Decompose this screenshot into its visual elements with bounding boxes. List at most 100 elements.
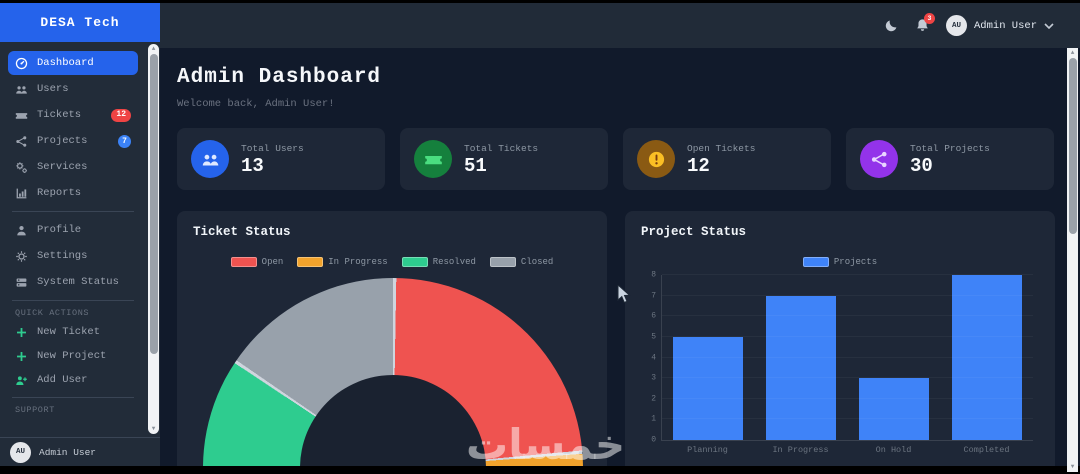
avatar: AU (945, 15, 967, 36)
chart-title: Ticket Status (193, 225, 291, 239)
legend-swatch (802, 257, 829, 267)
legend-label: In Progress (328, 257, 388, 267)
legend-item[interactable]: Closed (489, 257, 554, 267)
person-plus-icon (15, 374, 28, 387)
bar-chart-plot: 0 1 2 3 4 5 6 7 8 (651, 271, 1033, 445)
quick-action-new-ticket[interactable]: New Ticket (8, 321, 138, 343)
brand-logo[interactable]: DESA Tech (0, 3, 160, 42)
legend-label: Closed (520, 257, 554, 267)
sidebar-item-tickets[interactable]: Tickets 12 (8, 103, 138, 127)
legend-item[interactable]: Open (230, 257, 284, 267)
stat-value: 30 (910, 154, 933, 177)
stat-label: Open Tickets (687, 142, 756, 154)
sidebar-item-label: Tickets (37, 109, 82, 121)
legend-item[interactable]: In Progress (297, 257, 388, 267)
sidebar-item-label: Dashboard (37, 57, 94, 69)
plus-icon (15, 326, 28, 339)
legend-swatch (489, 257, 516, 267)
gridline (662, 418, 1033, 420)
quick-action-new-project[interactable]: New Project (8, 345, 138, 367)
x-axis-label: On Hold (875, 445, 912, 455)
sidebar-footer-user[interactable]: AU Admin User (0, 437, 160, 466)
y-axis-tick: 2 (651, 394, 656, 404)
x-axis-label: In Progress (772, 445, 829, 455)
watermark: خمسات (466, 420, 626, 469)
legend-swatch (230, 257, 257, 267)
sidebar-item-system-status[interactable]: System Status (8, 270, 138, 294)
sidebar-scrollbar[interactable]: ▲ ▼ (148, 44, 159, 434)
ticket-status-legend: Open In Progress Resolved Closed (177, 257, 607, 267)
legend-item[interactable]: Resolved (401, 257, 476, 267)
users-icon (15, 83, 28, 96)
mouse-cursor (617, 283, 633, 310)
bar-slot (848, 275, 941, 440)
gridline (662, 397, 1033, 399)
bar-slot (755, 275, 848, 440)
sidebar-item-profile[interactable]: Profile (8, 218, 138, 242)
user-menu[interactable]: AU Admin User (945, 15, 1054, 36)
gridline (662, 356, 1033, 358)
chart-title: Project Status (641, 225, 747, 239)
legend-label: Projects (833, 257, 878, 267)
gear-icon (15, 250, 28, 263)
ticket-icon (414, 140, 452, 178)
chart-bars-icon (15, 187, 28, 200)
letterbox-bottom (0, 466, 1066, 474)
y-axis-tick: 1 (651, 414, 656, 424)
y-axis-tick: 5 (651, 332, 656, 342)
share-nodes-icon (15, 135, 28, 148)
user-name: Admin User (973, 19, 1037, 32)
sidebar-item-projects[interactable]: Projects 7 (8, 129, 138, 153)
quick-action-add-user[interactable]: Add User (8, 369, 138, 391)
y-axis-tick: 8 (651, 270, 656, 280)
bar-slot (662, 275, 755, 440)
users-icon (191, 140, 229, 178)
page-scrollbar[interactable]: ▲ ▼ (1067, 48, 1078, 472)
y-axis-tick: 3 (651, 373, 656, 383)
scroll-down-arrow[interactable]: ▼ (1070, 463, 1075, 470)
dark-mode-toggle[interactable] (884, 18, 899, 33)
project-status-card: Project Status Projects 0 1 2 3 4 5 6 7 8 Planni… (625, 211, 1055, 466)
scroll-up-arrow[interactable]: ▲ (1070, 49, 1075, 56)
share-nodes-icon (860, 140, 898, 178)
sidebar: DESA Tech Dashboard Users Tickets 12 (0, 3, 160, 466)
gridline (662, 315, 1033, 317)
project-status-legend: Projects (625, 257, 1055, 267)
page-scrollbar-thumb[interactable] (1068, 58, 1077, 234)
sidebar-item-users[interactable]: Users (8, 77, 138, 101)
sidebar-item-services[interactable]: Services (8, 155, 138, 179)
sidebar-item-reports[interactable]: Reports (8, 181, 138, 205)
bar (951, 275, 1022, 440)
scroll-up-arrow[interactable]: ▲ (151, 45, 156, 52)
legend-label: Open (261, 257, 284, 267)
scroll-down-arrow[interactable]: ▼ (151, 425, 156, 432)
bar (673, 336, 744, 440)
stat-value: 12 (687, 154, 710, 177)
sidebar-item-settings[interactable]: Settings (8, 244, 138, 268)
y-axis-tick: 6 (651, 311, 656, 321)
bar-x-axis-labels: Planning In Progress On Hold Completed (661, 445, 1033, 455)
avatar: AU (10, 441, 31, 463)
stat-card-open-tickets: Open Tickets 12 (623, 128, 831, 190)
sidebar-item-dashboard[interactable]: Dashboard (8, 51, 138, 75)
projects-count-badge: 7 (118, 134, 131, 148)
stat-card-total-tickets: Total Tickets 51 (400, 128, 608, 190)
ticket-icon (15, 109, 28, 122)
x-axis-label: Planning (687, 445, 728, 455)
app-window: DESA Tech Dashboard Users Tickets 12 (0, 3, 1080, 466)
sidebar-item-label: Users (37, 83, 69, 95)
notification-count-badge: 3 (923, 13, 935, 24)
stat-label: Total Projects (910, 142, 990, 154)
sidebar-scrollbar-thumb[interactable] (149, 54, 158, 354)
gridline (662, 274, 1033, 275)
y-axis-tick: 4 (651, 353, 656, 362)
moon-icon (885, 20, 897, 32)
gridline (662, 377, 1033, 379)
legend-item[interactable]: Projects (802, 257, 878, 267)
gauge-icon (15, 57, 28, 70)
notifications-button[interactable]: 3 (915, 13, 935, 33)
sidebar-divider (12, 300, 134, 301)
chevron-down-icon (1044, 22, 1054, 29)
bar-row (662, 275, 1033, 440)
